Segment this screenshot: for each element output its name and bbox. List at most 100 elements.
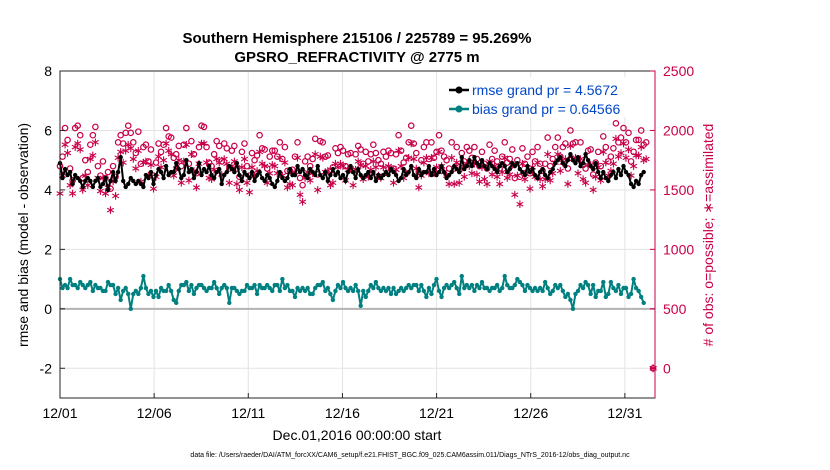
bias-point bbox=[123, 285, 128, 291]
rmse-point bbox=[292, 172, 298, 178]
obs-assimilated-point bbox=[240, 155, 249, 163]
obs-assimilated-point bbox=[84, 181, 92, 189]
obs-assimilated-point bbox=[61, 140, 69, 149]
bias-point bbox=[300, 285, 305, 291]
bias-point bbox=[201, 285, 207, 291]
bias-point bbox=[227, 300, 232, 306]
bias-point bbox=[623, 285, 629, 291]
y-right-tick-label: 1500 bbox=[663, 182, 694, 198]
rmse-point bbox=[191, 175, 197, 181]
bias-point bbox=[313, 285, 318, 291]
bias-point bbox=[115, 285, 121, 291]
bias-point bbox=[355, 288, 361, 294]
rmse-point bbox=[383, 169, 389, 175]
obs-possible-point bbox=[309, 155, 316, 163]
obs-assimilated-point bbox=[117, 148, 125, 156]
rmse-point bbox=[242, 169, 247, 175]
obs-possible-point bbox=[124, 122, 132, 129]
rmse-point bbox=[454, 166, 459, 172]
bias-point bbox=[234, 288, 240, 294]
rmse-point bbox=[467, 157, 472, 163]
obs-assimilated-point bbox=[496, 180, 504, 188]
obs-assimilated-point bbox=[106, 206, 115, 214]
rmse-point bbox=[535, 175, 540, 181]
obs-possible-point bbox=[357, 146, 364, 153]
obs-possible-point bbox=[152, 159, 160, 166]
obs-assimilated-point bbox=[243, 179, 251, 187]
obs-possible-point bbox=[544, 134, 551, 141]
obs-assimilated-point bbox=[147, 161, 155, 169]
rmse-point bbox=[366, 169, 371, 175]
rmse-point bbox=[229, 166, 235, 172]
bias-point bbox=[638, 294, 644, 300]
rmse-point bbox=[227, 163, 232, 169]
bias-point bbox=[505, 282, 510, 288]
obs-assimilated-point bbox=[448, 154, 456, 162]
obs-possible-point bbox=[486, 141, 493, 149]
bias-point bbox=[153, 288, 159, 294]
rmse-point bbox=[67, 169, 73, 175]
obs-possible-point bbox=[602, 143, 610, 151]
obs-possible-point bbox=[352, 150, 359, 158]
obs-possible-point bbox=[215, 142, 223, 150]
obs-assimilated-point bbox=[410, 155, 418, 163]
bias-point bbox=[419, 282, 424, 288]
obs-possible-point bbox=[304, 153, 311, 160]
obs-possible-point bbox=[223, 144, 231, 152]
y-left-tick-label: 4 bbox=[44, 182, 52, 198]
rmse-point bbox=[325, 178, 331, 184]
bias-point bbox=[601, 279, 606, 285]
rmse-point bbox=[224, 169, 229, 175]
rmse-point bbox=[282, 178, 288, 184]
rmse-point bbox=[277, 169, 283, 175]
bias-point bbox=[110, 282, 116, 288]
bias-point bbox=[366, 288, 371, 294]
obs-possible-point bbox=[99, 158, 107, 165]
obs-assimilated-point bbox=[233, 180, 241, 188]
bias-point bbox=[459, 273, 464, 279]
bias-point bbox=[72, 282, 78, 288]
obs-possible-point bbox=[324, 152, 332, 159]
obs-assimilated-point bbox=[556, 167, 564, 175]
bias-point bbox=[345, 288, 351, 294]
rmse-point bbox=[345, 169, 351, 175]
bias-point bbox=[209, 285, 214, 291]
bias-point bbox=[103, 288, 108, 294]
bias-point bbox=[80, 282, 85, 288]
bias-point bbox=[199, 282, 204, 288]
rmse-point bbox=[214, 169, 219, 175]
rmse-point bbox=[598, 175, 603, 181]
bias-point bbox=[216, 291, 222, 297]
rmse-point bbox=[401, 166, 406, 172]
obs-assimilated-point bbox=[513, 171, 521, 180]
obs-possible-point bbox=[188, 137, 195, 145]
obs-possible-point bbox=[519, 144, 526, 152]
rmse-point bbox=[457, 169, 462, 175]
obs-assimilated-point bbox=[405, 154, 413, 162]
obs-possible-point bbox=[162, 124, 170, 132]
bias-point bbox=[451, 279, 457, 285]
rmse-point bbox=[65, 172, 70, 178]
bias-point bbox=[550, 288, 555, 294]
bias-point bbox=[580, 285, 586, 291]
bias-point bbox=[396, 288, 401, 294]
obs-possible-point bbox=[294, 139, 301, 146]
bias-point bbox=[434, 276, 439, 282]
rmse-point bbox=[328, 172, 333, 178]
bias-point bbox=[424, 294, 429, 300]
rmse-point bbox=[247, 175, 252, 181]
bias-point bbox=[361, 288, 366, 294]
y-right-tick-label: 0 bbox=[663, 360, 671, 376]
bias-point bbox=[403, 285, 409, 291]
obs-possible-point bbox=[117, 131, 124, 139]
obs-possible-point bbox=[129, 139, 137, 146]
bias-point bbox=[98, 285, 103, 291]
bias-point bbox=[265, 282, 270, 288]
bias-point bbox=[421, 288, 427, 294]
bias-point bbox=[85, 282, 90, 288]
bias-point bbox=[371, 285, 376, 291]
rmse-point bbox=[244, 172, 250, 178]
rmse-point bbox=[621, 163, 626, 169]
bias-point bbox=[158, 285, 164, 291]
obs-assimilated-point bbox=[203, 158, 211, 167]
